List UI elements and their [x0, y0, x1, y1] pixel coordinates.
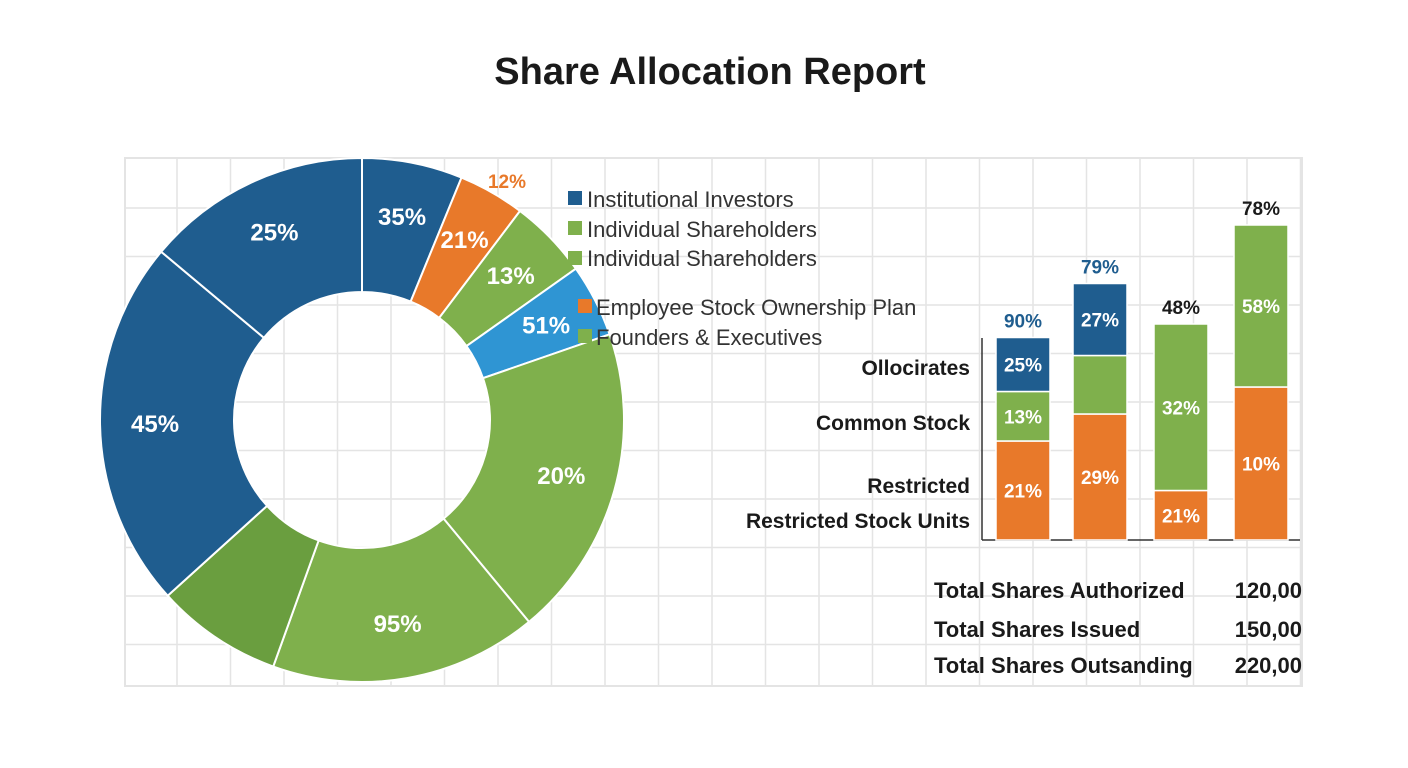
slice-label: 25% — [250, 219, 298, 246]
total-label: Total Shares Issued — [934, 617, 1140, 642]
legend-label: Founders & Executives — [596, 325, 822, 350]
category-label: Common Stock — [816, 412, 970, 435]
legend-swatch — [568, 191, 582, 205]
total-value: 120,00 — [1235, 578, 1302, 603]
legend-label: Institutional Investors — [587, 187, 794, 212]
pie-slice — [99, 250, 269, 598]
bar-total-label: 48% — [1162, 298, 1200, 319]
legend-item: Individual Shareholders — [568, 246, 817, 271]
bar-total-label: 78% — [1242, 199, 1280, 220]
legend-item: Employee Stock Ownership Plan — [578, 295, 916, 320]
report-title: Share Allocation Report — [494, 51, 926, 93]
slice-label: 21% — [441, 227, 489, 254]
bar-segment — [995, 440, 1051, 541]
category-label: Restricted Stock Units — [746, 510, 970, 533]
pie-legend: Institutional Investors Individual Share… — [568, 187, 916, 350]
pie-slice — [442, 333, 625, 624]
totals-row: Total Shares Outsanding 220,00 — [934, 653, 1302, 678]
bar-segment — [1072, 354, 1128, 415]
total-value: 220,00 — [1235, 653, 1302, 678]
category-label: Restricted — [867, 475, 970, 498]
pie-annotation: 12% — [488, 172, 526, 193]
legend-item: Founders & Executives — [578, 325, 822, 350]
bar-segment-label: 27% — [1081, 311, 1119, 332]
slice-label: 45% — [131, 411, 179, 438]
pie-slice — [159, 156, 363, 340]
bar-segment — [1153, 323, 1209, 492]
total-label: Total Shares Authorized — [934, 578, 1185, 603]
slice-label: 95% — [374, 611, 422, 638]
bar-segment — [1072, 413, 1128, 541]
bar-total-label: 79% — [1081, 258, 1119, 279]
totals-row: Total Shares Issued 150,00 — [934, 617, 1302, 642]
bar-segment — [1233, 224, 1289, 388]
slice-label: 35% — [378, 204, 426, 231]
bar-segment-label: 13% — [1004, 407, 1042, 428]
bar-segment — [995, 336, 1051, 393]
legend-swatch — [568, 221, 582, 235]
legend-item: Institutional Investors — [568, 187, 794, 212]
total-label: Total Shares Outsanding — [934, 653, 1193, 678]
slice-label: 20% — [537, 463, 585, 490]
totals-row: Total Shares Authorized 120,00 — [934, 578, 1302, 603]
stacked-bar-chart: Ollocirates Common Stock Restricted Rest… — [746, 199, 1300, 541]
slice-label: 51% — [522, 312, 570, 339]
bar-segment-label: 32% — [1162, 398, 1200, 419]
total-value: 150,00 — [1235, 617, 1302, 642]
bar-segment-label: 21% — [1162, 506, 1200, 527]
bar-segment-label: 21% — [1004, 482, 1042, 503]
bar-segment — [1233, 386, 1289, 541]
bar-segment — [1153, 489, 1209, 541]
legend-item: Individual Shareholders — [568, 217, 817, 242]
bar-total-label: 90% — [1004, 312, 1042, 333]
slice-label: 13% — [487, 263, 535, 290]
legend-swatch — [568, 251, 582, 265]
bar-segment — [1072, 282, 1128, 357]
donut-chart: 35% 21% 13% 51% 20% 95% 45% 25% — [99, 156, 625, 683]
legend-label: Individual Shareholders — [587, 217, 817, 242]
bar-segment-label: 58% — [1242, 297, 1280, 318]
legend-swatch — [578, 299, 592, 313]
bar-segment-label: 10% — [1242, 455, 1280, 476]
legend-label: Employee Stock Ownership Plan — [596, 295, 916, 320]
pie-slice — [271, 517, 531, 683]
legend-swatch — [578, 329, 592, 343]
totals-table: Total Shares Authorized 120,00 Total Sha… — [934, 578, 1302, 678]
bar-segment-label: 25% — [1004, 356, 1042, 377]
bar-segment-label: 29% — [1081, 468, 1119, 489]
category-label: Ollocirates — [861, 357, 970, 380]
legend-label: Individual Shareholders — [587, 246, 817, 271]
